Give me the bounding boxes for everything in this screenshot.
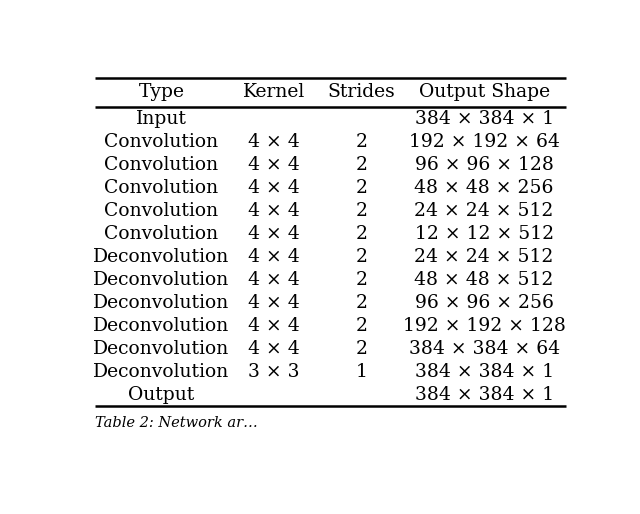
Text: 384 × 384 × 1: 384 × 384 × 1 (415, 110, 554, 128)
Text: 4 × 4: 4 × 4 (248, 293, 300, 311)
Text: 2: 2 (355, 340, 367, 358)
Text: 96 × 96 × 256: 96 × 96 × 256 (415, 293, 554, 311)
Text: 4 × 4: 4 × 4 (248, 133, 300, 151)
Text: 4 × 4: 4 × 4 (248, 225, 300, 243)
Text: Kernel: Kernel (243, 83, 305, 101)
Text: 48 × 48 × 512: 48 × 48 × 512 (415, 271, 554, 289)
Text: Deconvolution: Deconvolution (93, 293, 230, 311)
Text: 384 × 384 × 1: 384 × 384 × 1 (415, 386, 554, 403)
Text: 96 × 96 × 128: 96 × 96 × 128 (415, 156, 554, 174)
Text: Output: Output (129, 386, 195, 403)
Text: Type: Type (138, 83, 184, 101)
Text: 384 × 384 × 1: 384 × 384 × 1 (415, 362, 554, 380)
Text: Convolution: Convolution (104, 202, 218, 220)
Text: Deconvolution: Deconvolution (93, 248, 230, 266)
Text: 2: 2 (355, 179, 367, 197)
Text: Strides: Strides (327, 83, 395, 101)
Text: 2: 2 (355, 156, 367, 174)
Text: 2: 2 (355, 271, 367, 289)
Text: 192 × 192 × 64: 192 × 192 × 64 (409, 133, 559, 151)
Text: 384 × 384 × 64: 384 × 384 × 64 (408, 340, 560, 358)
Text: Table 2: Network ar…: Table 2: Network ar… (95, 416, 258, 430)
Text: Output Shape: Output Shape (419, 83, 550, 101)
Text: 2: 2 (355, 225, 367, 243)
Text: 3 × 3: 3 × 3 (248, 362, 300, 380)
Text: 4 × 4: 4 × 4 (248, 202, 300, 220)
Text: Deconvolution: Deconvolution (93, 271, 230, 289)
Text: 2: 2 (355, 317, 367, 335)
Text: Deconvolution: Deconvolution (93, 317, 230, 335)
Text: 4 × 4: 4 × 4 (248, 271, 300, 289)
Text: 4 × 4: 4 × 4 (248, 179, 300, 197)
Text: Convolution: Convolution (104, 225, 218, 243)
Text: Input: Input (136, 110, 187, 128)
Text: 12 × 12 × 512: 12 × 12 × 512 (415, 225, 554, 243)
Text: 48 × 48 × 256: 48 × 48 × 256 (415, 179, 554, 197)
Text: 4 × 4: 4 × 4 (248, 340, 300, 358)
Text: Deconvolution: Deconvolution (93, 340, 230, 358)
Text: Convolution: Convolution (104, 133, 218, 151)
Text: 24 × 24 × 512: 24 × 24 × 512 (415, 248, 554, 266)
Text: 4 × 4: 4 × 4 (248, 248, 300, 266)
Text: 4 × 4: 4 × 4 (248, 156, 300, 174)
Text: Convolution: Convolution (104, 179, 218, 197)
Text: 1: 1 (355, 362, 367, 380)
Text: 2: 2 (355, 133, 367, 151)
Text: 2: 2 (355, 202, 367, 220)
Text: 192 × 192 × 128: 192 × 192 × 128 (403, 317, 566, 335)
Text: Deconvolution: Deconvolution (93, 362, 230, 380)
Text: 2: 2 (355, 248, 367, 266)
Text: 24 × 24 × 512: 24 × 24 × 512 (415, 202, 554, 220)
Text: 2: 2 (355, 293, 367, 311)
Text: Convolution: Convolution (104, 156, 218, 174)
Text: 4 × 4: 4 × 4 (248, 317, 300, 335)
